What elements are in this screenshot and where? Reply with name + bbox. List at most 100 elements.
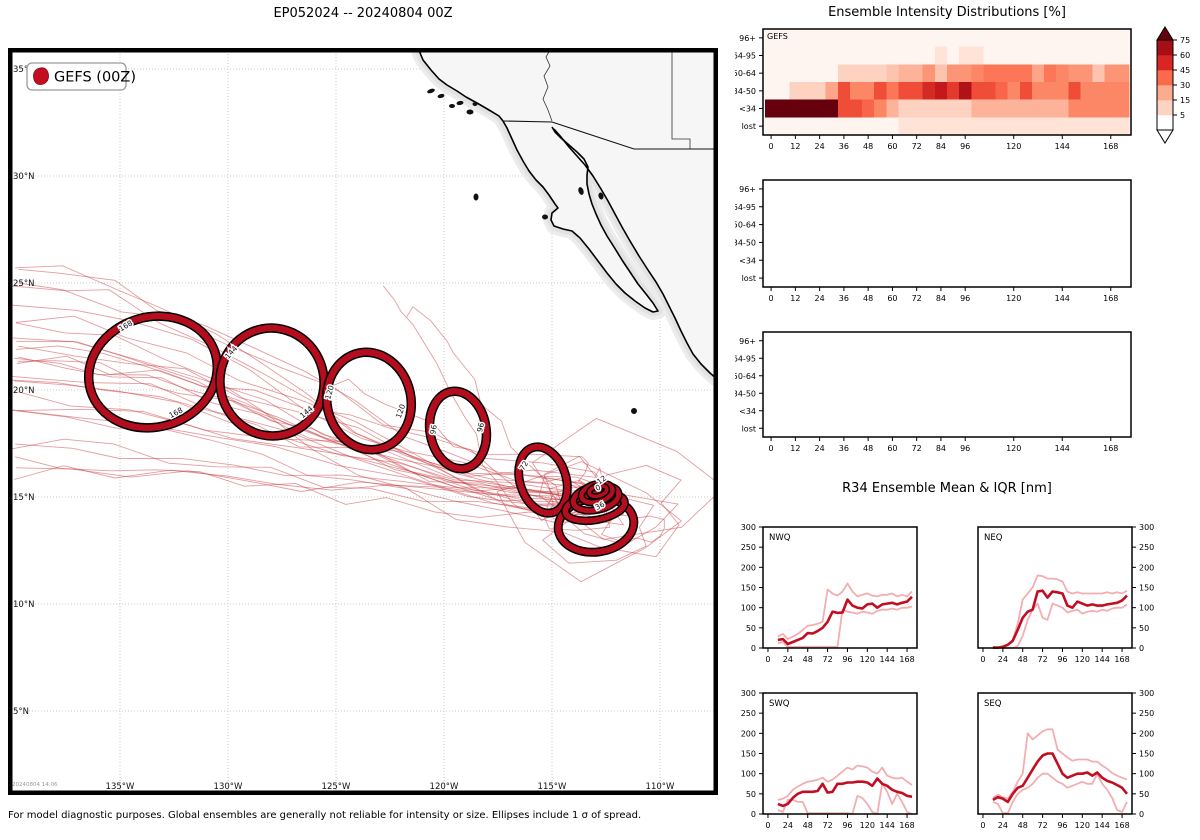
heatmap-cell — [765, 82, 778, 100]
x-tick-label: 144 — [880, 655, 895, 664]
heatmap-cell — [1116, 29, 1130, 47]
x-tick-label: 168 — [1103, 142, 1118, 151]
heatmap-cell — [947, 29, 960, 47]
heatmap-cell — [983, 64, 996, 83]
y-tick-label: 50-64 — [735, 221, 756, 230]
heatmap-cells — [765, 29, 1130, 136]
heatmap-cell — [995, 117, 1009, 136]
heatmap-cell — [971, 64, 984, 83]
ellipse-96 — [426, 388, 490, 472]
heatmap-cell — [922, 117, 936, 136]
heatmap-cell — [947, 117, 960, 136]
heatmap-cell — [922, 46, 936, 65]
x-tick-label: 24 — [998, 655, 1008, 664]
y-tick-label: 34-50 — [735, 238, 756, 247]
x-tick-label: 24 — [815, 142, 825, 151]
y-tick-label: 50-64 — [735, 372, 756, 381]
heatmap-cell — [1056, 46, 1069, 65]
heatmap-cell — [765, 29, 778, 47]
x-tick-label: 48 — [863, 444, 873, 453]
x-tick-label: 36 — [839, 444, 849, 453]
heatmap-cell — [765, 46, 778, 65]
x-tick-label: 48 — [863, 294, 873, 303]
y-tick-label: lost — [742, 424, 756, 433]
heatmap-cell — [862, 99, 875, 118]
x-tick-label: 72 — [912, 294, 922, 303]
heatmap-cell — [789, 64, 802, 83]
heatmap-cell — [1019, 46, 1033, 65]
heatmap-cell — [910, 46, 924, 65]
heatmap-cell — [801, 82, 814, 100]
island — [466, 109, 474, 115]
heatmap-cell — [837, 117, 851, 136]
heatmap-cell — [1080, 46, 1093, 65]
heatmap-cell — [1019, 82, 1033, 100]
heatmap-cell — [789, 46, 802, 65]
heatmap-cell — [1104, 29, 1118, 47]
heatmap-cell — [1080, 117, 1093, 136]
heatmap-cell — [886, 29, 899, 47]
lat-label: 30°N — [13, 172, 34, 182]
y-tick-label: 250 — [741, 543, 756, 552]
heatmap-cell — [971, 46, 984, 65]
r34-neq-mean-line — [992, 589, 1128, 649]
x-tick-label: 144 — [1055, 294, 1070, 303]
island — [437, 93, 445, 99]
heatmap-cell — [1116, 46, 1130, 65]
panel-bg — [978, 693, 1132, 814]
heatmap-cell — [995, 46, 1009, 65]
heatmap-cell — [971, 29, 984, 47]
y-tick-label: 300 — [1139, 523, 1154, 532]
heatmap-cell — [898, 46, 912, 65]
heatmap-frame — [762, 179, 1132, 288]
heatmap-cell — [1044, 29, 1057, 47]
lon-label: 115°W — [538, 782, 567, 792]
x-tick-label: 168 — [899, 655, 914, 664]
x-tick-label: 0 — [980, 821, 985, 830]
heatmap-cell — [801, 29, 814, 47]
heatmap-cell — [765, 117, 778, 136]
heatmap-cell — [874, 82, 887, 100]
heatmap-cell — [825, 82, 839, 100]
heatmap-cell — [910, 99, 924, 118]
r34-nwq-panel: 0 24 48 72 96 120 144 168 0 50 100 150 200 250 300 NWQ — [741, 523, 918, 664]
y-tick-label: lost — [742, 122, 756, 131]
r34-nwq-mean-line — [777, 595, 913, 646]
heatmap-cell — [959, 46, 972, 65]
lat-label: 20°N — [13, 386, 34, 396]
map-watermark: 20240804 14.06 — [12, 782, 58, 788]
heatmap-cell — [837, 29, 851, 47]
colorbar-tick-label: 15 — [1180, 96, 1190, 105]
forecast-ellipses — [83, 311, 639, 557]
x-tick-label: 96 — [1057, 655, 1067, 664]
heatmap-cell — [837, 99, 851, 118]
x-tick-label: 60 — [887, 294, 897, 303]
y-tick-label: 0 — [751, 810, 756, 819]
y-tick-label: 300 — [1139, 689, 1154, 698]
heatmap-cell — [813, 99, 827, 118]
x-tick-label: 144 — [880, 821, 895, 830]
x-tick-label: 24 — [998, 821, 1008, 830]
heatmap-cell — [959, 64, 972, 83]
intensity-title: Ensemble Intensity Distributions [%] — [828, 5, 1066, 20]
y-tick-label: 150 — [741, 750, 756, 759]
diagnostic-caption: For model diagnostic purposes. Global en… — [8, 810, 642, 821]
ellipse-120 — [323, 349, 415, 453]
heatmap-cell — [1044, 99, 1057, 118]
heatmap-cell — [1044, 82, 1057, 100]
heatmap-cell — [1007, 117, 1021, 136]
heatmap-cell — [1080, 82, 1093, 100]
heatmap-cell — [1068, 46, 1081, 65]
colorbar-tick-label: 45 — [1180, 66, 1190, 75]
heatmap-cell — [1092, 29, 1106, 47]
y-tick-label: 64-95 — [735, 354, 756, 363]
lat-label: 25°N — [13, 279, 34, 289]
x-tick-label: 48 — [1018, 655, 1028, 664]
x-tick-label: 120 — [860, 655, 875, 664]
x-tick-label: 0 — [765, 821, 770, 830]
heatmap-cell — [959, 29, 972, 47]
track-member — [18, 345, 604, 495]
x-tick-label: 96 — [1057, 821, 1067, 830]
landmass — [418, 48, 718, 380]
x-tick-label: 48 — [803, 821, 813, 830]
